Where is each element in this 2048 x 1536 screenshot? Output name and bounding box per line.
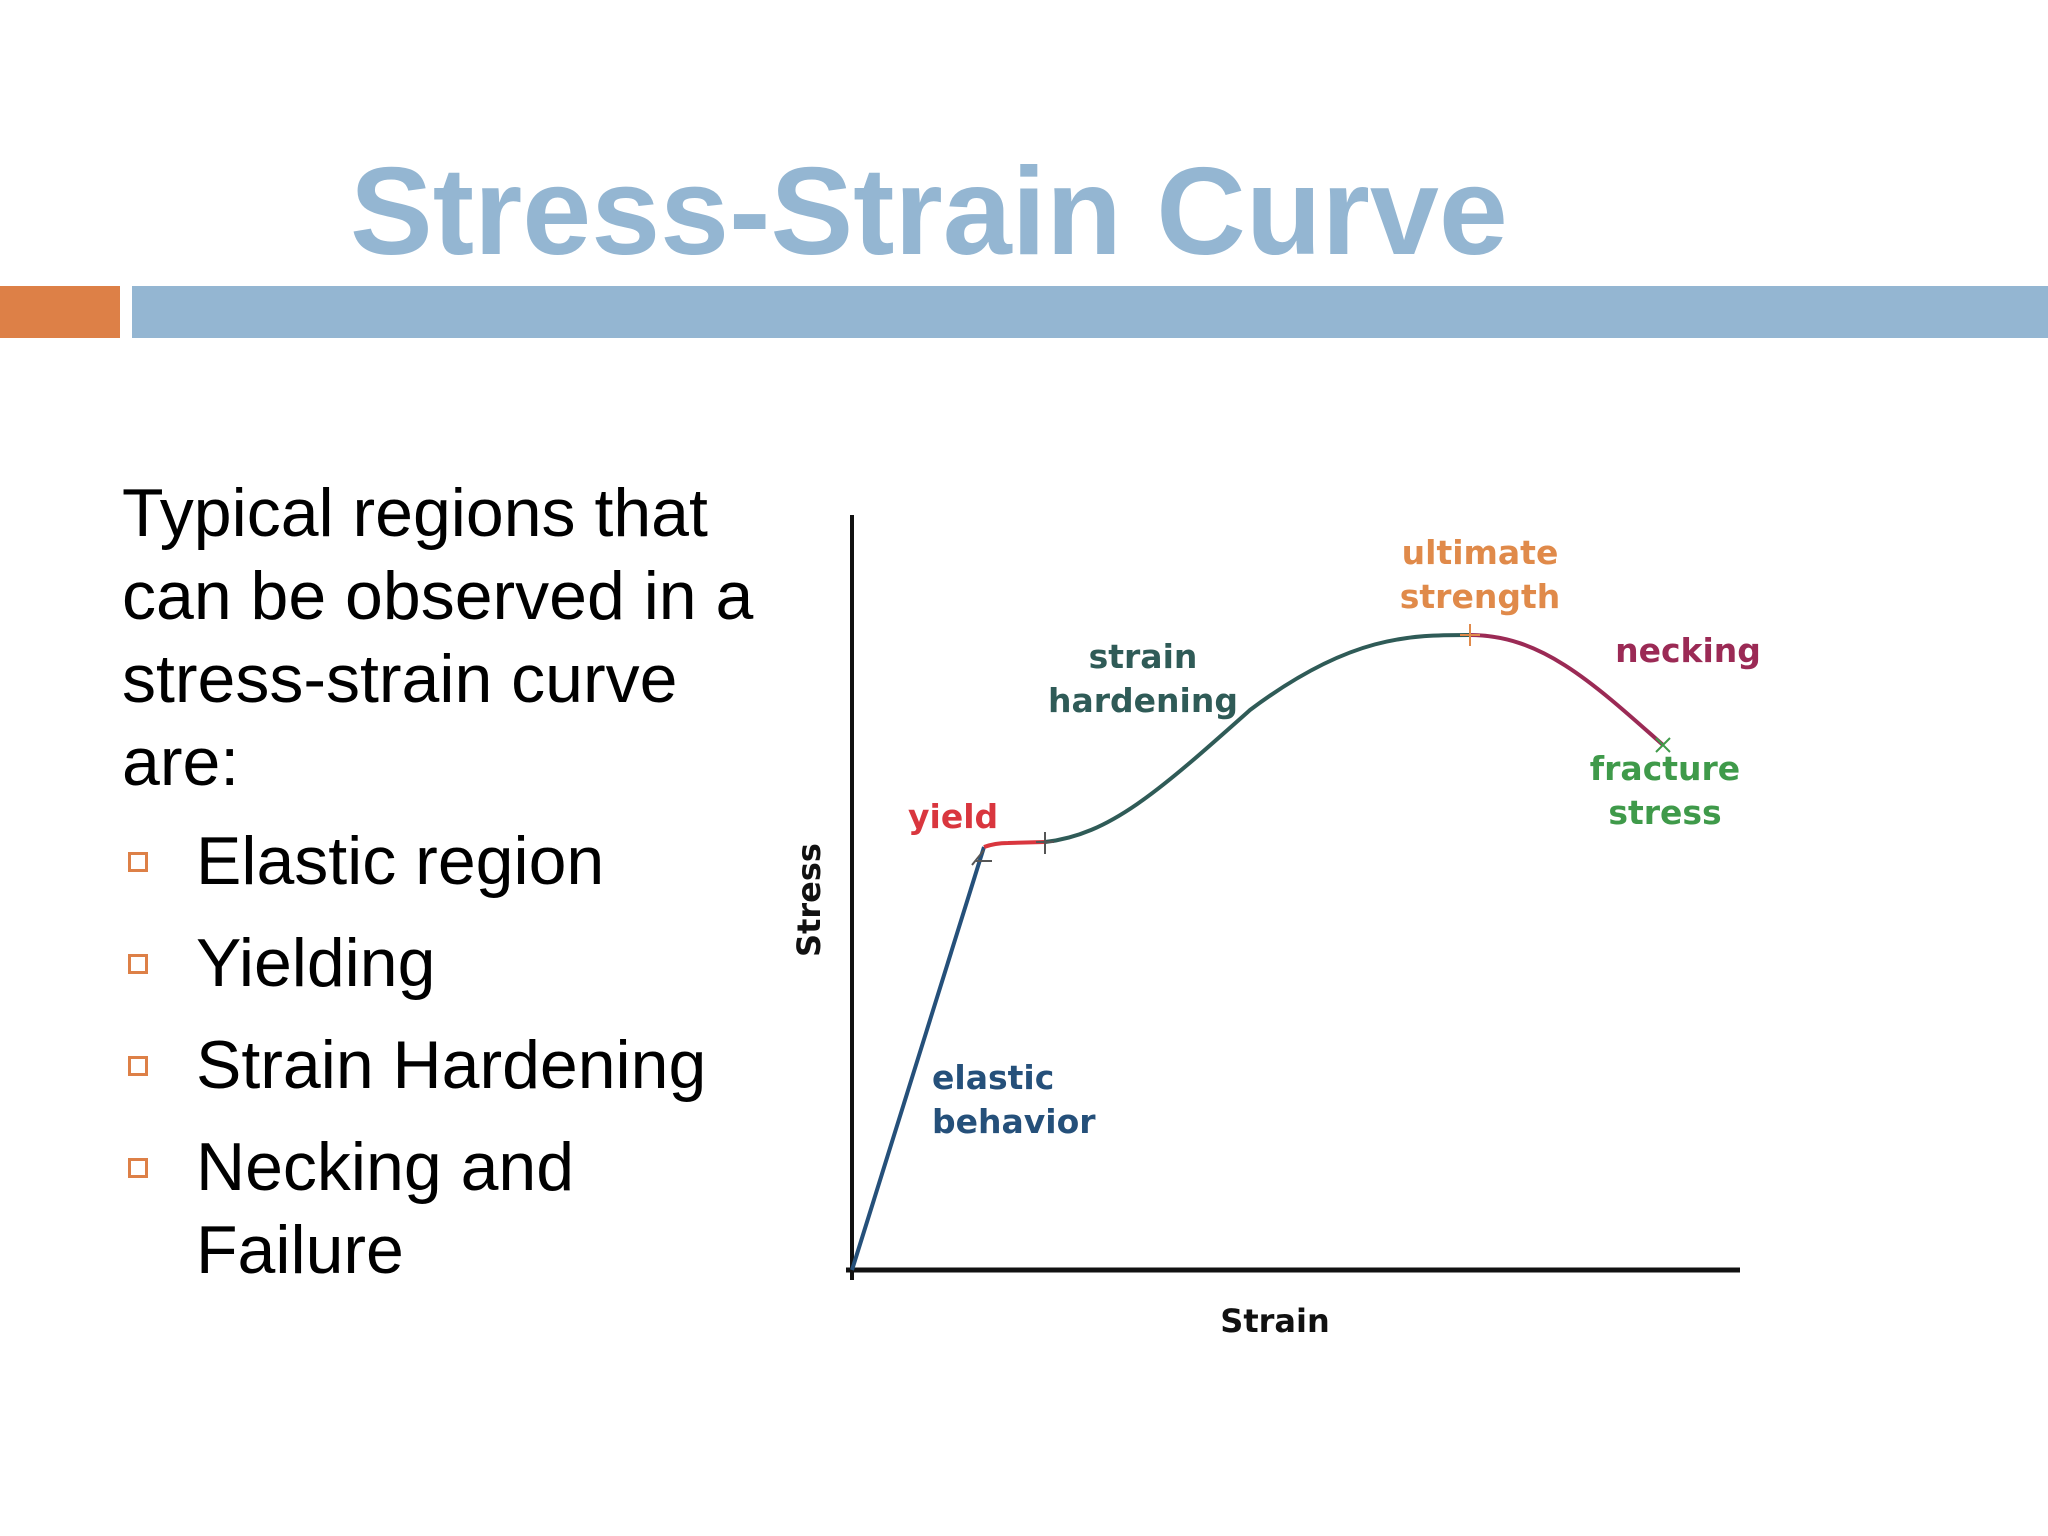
list-item: Strain Hardening: [122, 1024, 782, 1107]
list-item-label: Necking and Failure: [196, 1129, 575, 1288]
stress-axis-label: Stress: [790, 843, 828, 957]
yield-label: yield: [908, 797, 998, 836]
square-bullet-icon: [128, 1056, 148, 1076]
elastic-segment: [850, 846, 986, 1271]
yield-end-marker: [1036, 832, 1054, 854]
ultimate-label-line2: strength: [1400, 577, 1560, 616]
hardening-label-line2: hardening: [1048, 681, 1238, 720]
yield-segment: [983, 840, 1046, 849]
list-item-label: Yielding: [196, 925, 436, 1001]
square-bullet-icon: [128, 852, 148, 872]
intro-text: Typical regions that can be observed in …: [122, 475, 754, 800]
necking-segment: [1469, 633, 1665, 747]
list-item: Necking and Failure: [122, 1126, 782, 1292]
stress-strain-diagram: Strain Stress elastic behavior yield str…: [790, 515, 1761, 1340]
title-rule-bar: [132, 286, 2048, 338]
ultimate-label-line1: ultimate: [1402, 533, 1559, 572]
list-item-label: Strain Hardening: [196, 1027, 707, 1103]
list-item: Elastic region: [122, 820, 782, 903]
elastic-label-line2: behavior: [932, 1102, 1096, 1141]
strain-axis-label: Strain: [1220, 1302, 1329, 1340]
elastic-limit-marker: [971, 849, 992, 866]
elastic-label-line1: elastic: [932, 1058, 1054, 1097]
fracture-label-line1: fracture: [1590, 749, 1740, 788]
square-bullet-icon: [128, 1158, 148, 1178]
list-item: Yielding: [122, 922, 782, 1005]
ultimate-point-marker: [1460, 624, 1480, 646]
fracture-point-marker: [1655, 737, 1671, 753]
slide-title: Stress-Strain Curve: [350, 143, 1508, 281]
region-list: Elastic region Yielding Strain Hardening…: [122, 820, 782, 1311]
square-bullet-icon: [128, 954, 148, 974]
hardening-label-line1: strain: [1089, 637, 1198, 676]
hardening-segment: [1044, 633, 1471, 844]
fracture-label-line2: stress: [1608, 793, 1721, 832]
list-item-label: Elastic region: [196, 823, 605, 899]
title-accent-bar: [0, 286, 120, 338]
necking-label: necking: [1615, 631, 1761, 670]
